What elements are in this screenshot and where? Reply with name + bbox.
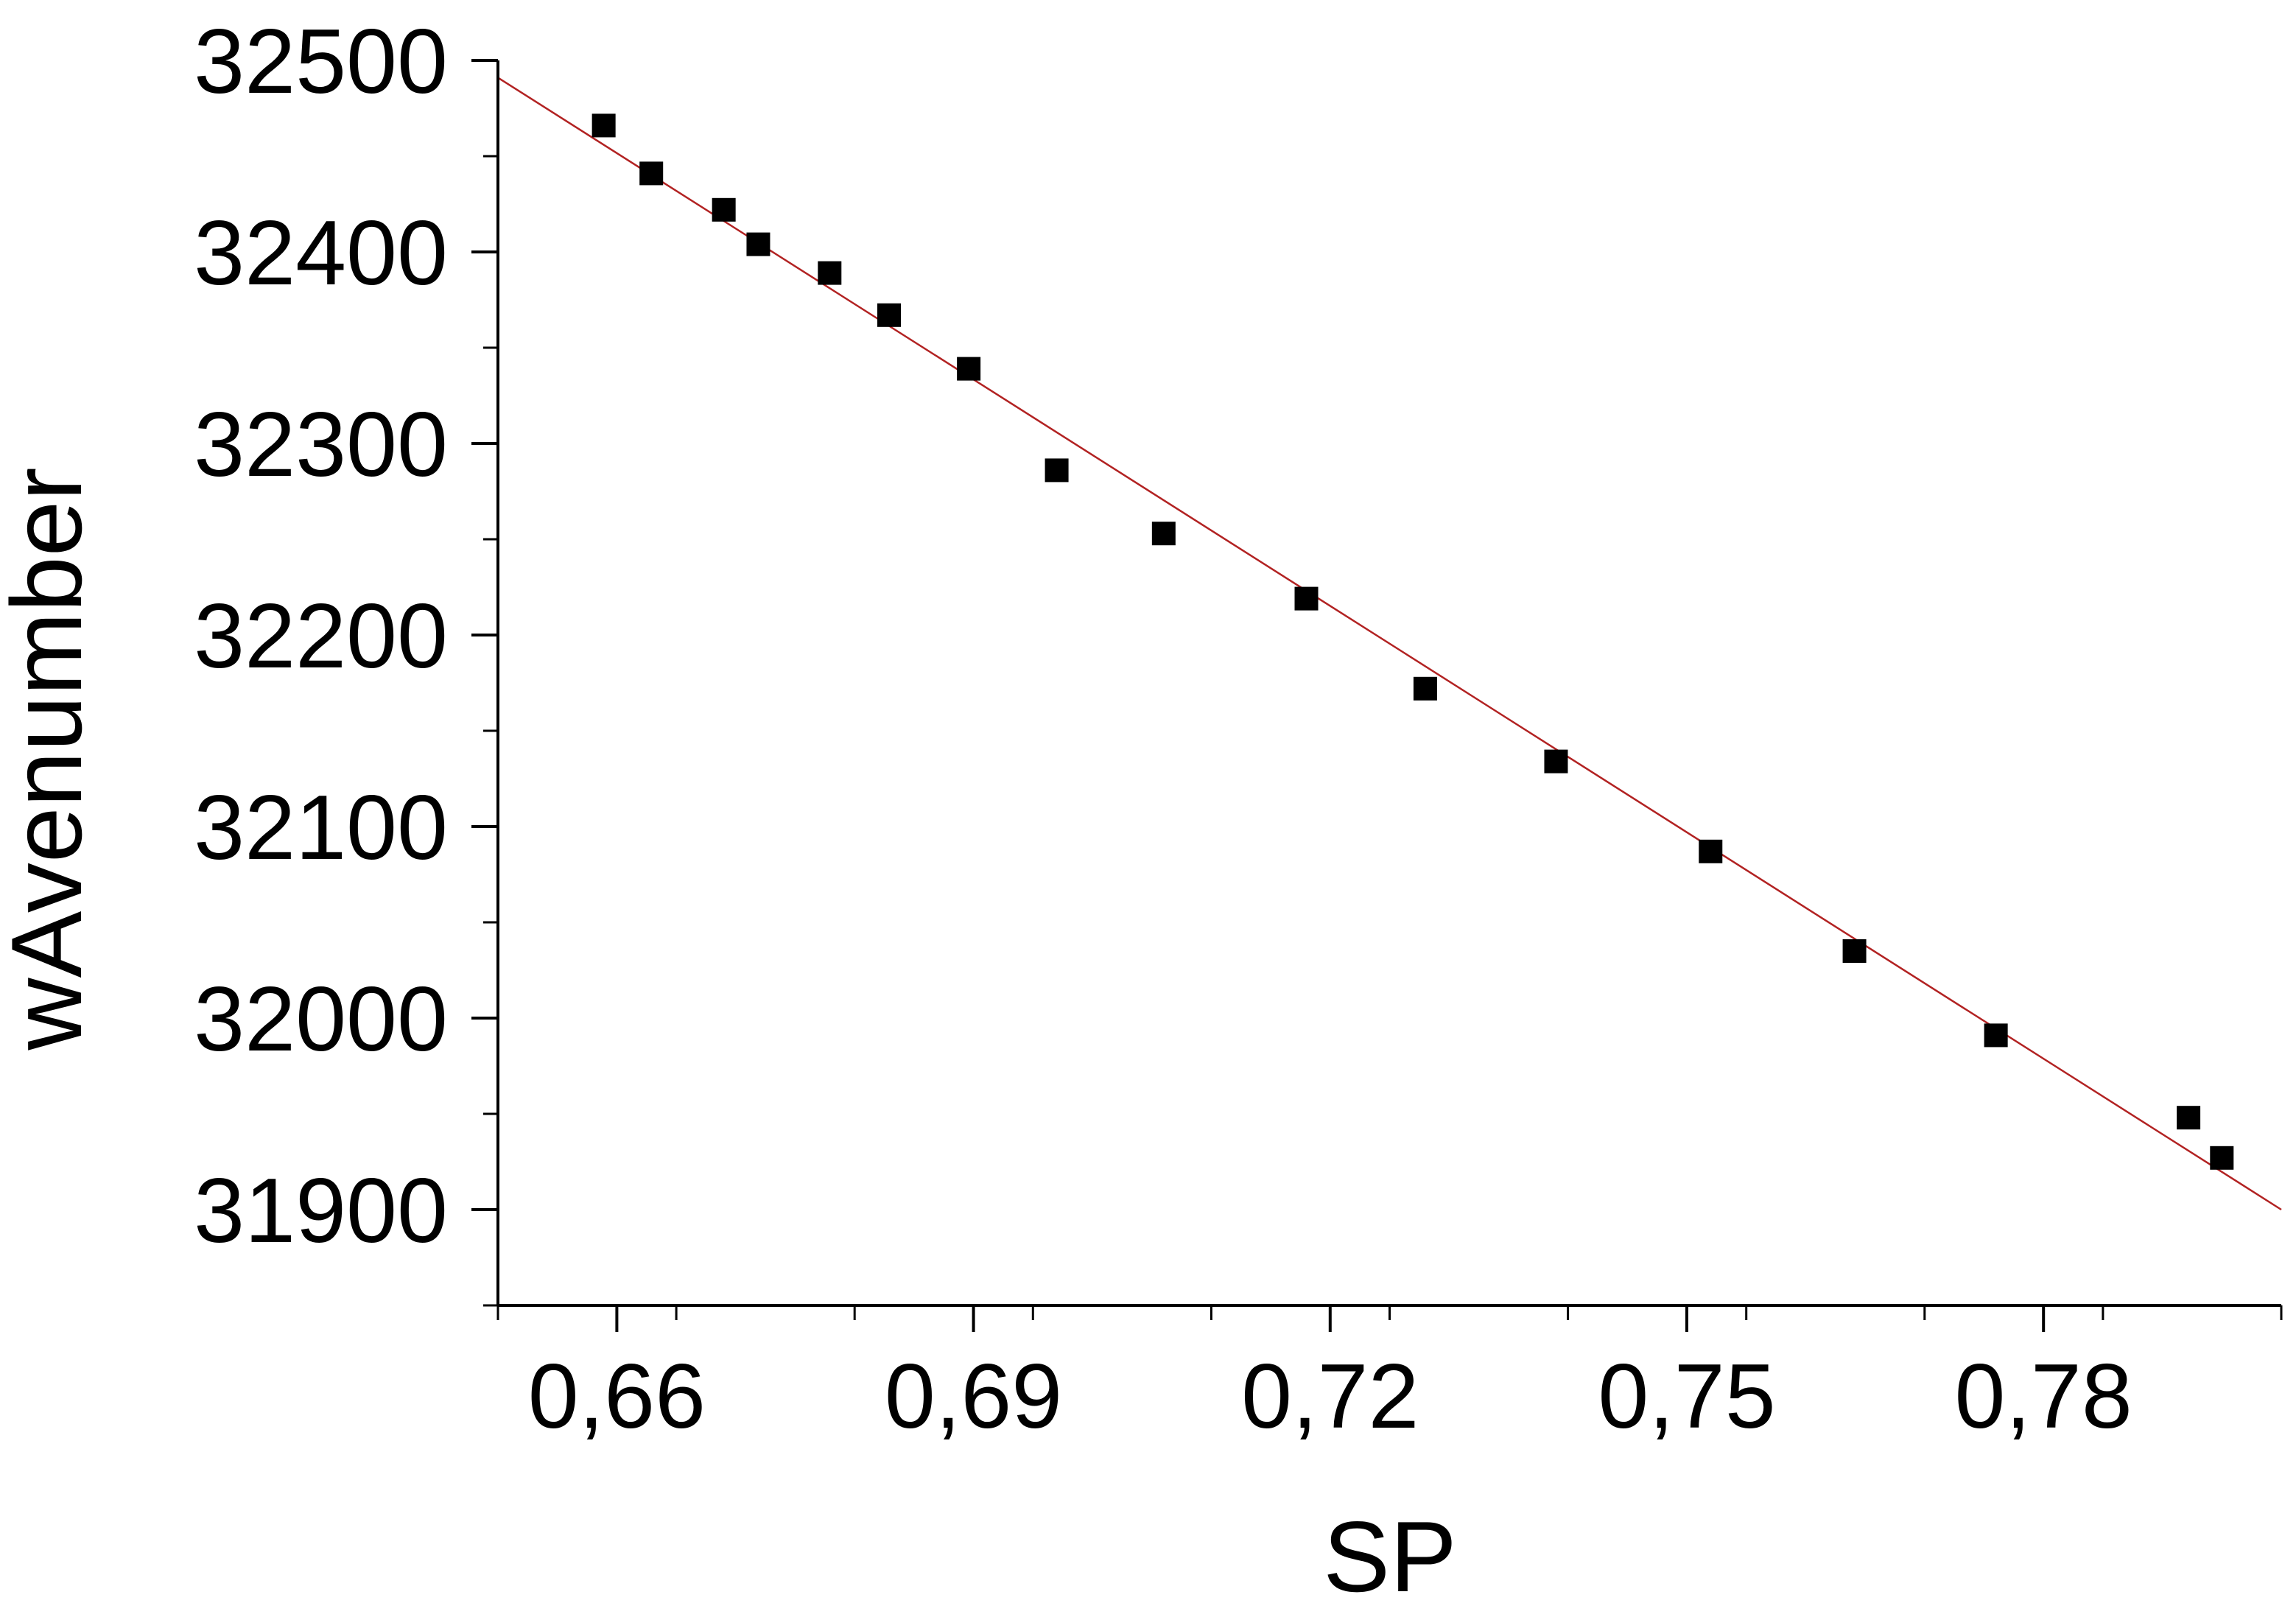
y-tick-label: 31900	[194, 1160, 448, 1262]
x-tick-label: 0,66	[528, 1346, 706, 1448]
y-tick-label: 32100	[194, 777, 448, 879]
data-point	[1045, 458, 1069, 483]
x-tick-label: 0,69	[885, 1346, 1062, 1448]
x-axis-title: SP	[1323, 1501, 1456, 1613]
data-point	[1984, 1023, 2008, 1048]
fit-line-layer	[497, 77, 2282, 1211]
data-point	[1294, 586, 1319, 611]
data-point	[1842, 939, 1867, 963]
data-point	[1413, 676, 1437, 701]
data-point	[1699, 839, 1723, 863]
data-point	[712, 197, 736, 222]
y-tick-label: 32000	[194, 969, 448, 1070]
data-point	[1151, 522, 1176, 546]
y-tick-label: 32400	[194, 203, 448, 304]
y-tick-label: 32300	[194, 394, 448, 496]
data-point	[1544, 749, 1568, 774]
y-axis-title: wAvenumber	[0, 467, 102, 1050]
y-tick-label: 32200	[194, 586, 448, 687]
data-point	[591, 113, 616, 138]
axes: 0,66 0,69 0,72 0,75 0,78 31900 32000 32100 32200…	[194, 11, 2283, 1448]
x-tick-label: 0,72	[1241, 1346, 1419, 1448]
x-tick-label: 0,78	[1955, 1346, 2132, 1448]
data-point	[2177, 1106, 2201, 1130]
data-point	[639, 161, 664, 186]
data-point	[2210, 1146, 2234, 1170]
data-point	[957, 357, 981, 381]
y-tick-label: 32500	[194, 11, 448, 113]
data-point	[818, 261, 842, 285]
axis-labels: SP wAvenumber	[0, 467, 1457, 1613]
data-point	[877, 303, 902, 327]
fit-line	[497, 77, 2282, 1211]
data-points-layer	[591, 113, 2234, 1170]
x-tick-label: 0,75	[1598, 1346, 1775, 1448]
data-point	[746, 232, 770, 256]
